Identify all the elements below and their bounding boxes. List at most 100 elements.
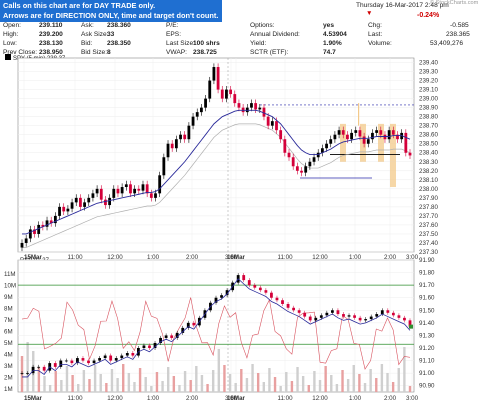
lower-xtick-label: 11:00 xyxy=(277,395,293,402)
quote-cell-2-6: Yield: xyxy=(250,40,267,47)
price-candle xyxy=(124,184,128,188)
price-ytick-label: 237.80 xyxy=(419,204,438,211)
price-ytick-label: 237.90 xyxy=(419,195,438,202)
rsp-candle xyxy=(120,355,124,359)
rsp-candle xyxy=(37,366,41,368)
rsp-candle xyxy=(109,355,113,361)
lower-ytick-label: 91.30 xyxy=(419,332,435,339)
price-candle xyxy=(308,161,312,167)
rsp-candle xyxy=(81,358,85,361)
price-candle xyxy=(20,242,24,248)
price-candle xyxy=(87,197,91,203)
quote-cell-3-1: 238.950 xyxy=(39,49,63,56)
rsp-candle xyxy=(114,358,118,361)
rsp-candle xyxy=(292,307,295,311)
volume-bar xyxy=(262,382,265,392)
volume-ytick-label: 10M xyxy=(4,283,16,290)
rsp-candle xyxy=(408,320,412,327)
volume-bar xyxy=(54,371,57,392)
quote-cell-1-4: EPS: xyxy=(166,31,182,38)
rsp-candle xyxy=(131,353,135,356)
volume-bar xyxy=(99,374,102,392)
price-ytick-label: 238.50 xyxy=(419,141,438,148)
price-candle xyxy=(233,94,237,104)
volume-bar xyxy=(82,370,86,392)
price-candle xyxy=(66,208,70,212)
volume-ytick-label: 11M xyxy=(4,271,16,278)
rsp-candle xyxy=(264,290,268,293)
volume-ytick-label: 8M xyxy=(4,306,13,313)
price-xtick-label: 3:00 xyxy=(406,254,419,261)
price-candle xyxy=(199,107,203,113)
price-candle xyxy=(312,157,316,162)
volume-bar xyxy=(167,367,170,392)
volume-bar xyxy=(43,376,46,392)
volume-label: Volume: xyxy=(368,40,392,47)
price-ytick-label: 238.80 xyxy=(419,114,438,121)
rsp-candle xyxy=(70,360,74,364)
lower-ytick-label: 91.40 xyxy=(419,320,435,327)
rsp-candle xyxy=(31,366,35,374)
price-candle xyxy=(187,125,191,140)
price-xtick-label: 15Mar xyxy=(24,254,42,261)
price-xtick-label: 2:00 xyxy=(384,254,397,261)
lower-ytick-label: 90.90 xyxy=(419,383,435,390)
note-line-2: Arrows are for DIRECTION ONLY, time and … xyxy=(3,10,219,20)
volume-bar xyxy=(285,372,288,392)
price-candle xyxy=(354,130,358,133)
price-ytick-label: 238.20 xyxy=(419,168,438,175)
volume-bar xyxy=(341,370,344,392)
price-candle xyxy=(204,98,207,108)
price-candle xyxy=(104,199,107,206)
volume-bar xyxy=(403,347,406,392)
volume-bar xyxy=(183,371,187,392)
price-candle xyxy=(266,116,270,126)
quote-cell-2-1: 238.130 xyxy=(39,40,63,47)
rsp-candle xyxy=(342,314,345,317)
price-candle xyxy=(149,193,153,198)
price-candle xyxy=(300,170,303,173)
rsp-candle xyxy=(275,297,279,301)
price-candle xyxy=(120,187,124,194)
price-ytick-label: 237.70 xyxy=(419,213,438,220)
price-xtick-label: 1:00 xyxy=(147,254,160,261)
price-candle xyxy=(396,134,399,140)
volume-bar xyxy=(122,364,125,392)
rsp-candle xyxy=(98,358,101,361)
lower-xtick-label: 12:00 xyxy=(312,395,328,402)
price-xtick-label: 12:00 xyxy=(312,254,328,261)
volume-bar xyxy=(330,375,333,392)
volume-bar xyxy=(363,383,367,392)
lower-ytick-label: 91.10 xyxy=(419,358,435,365)
price-candle xyxy=(329,139,333,144)
volume-bar xyxy=(150,386,153,392)
volume-bar xyxy=(189,380,192,392)
rsp-candle xyxy=(220,295,223,298)
price-candle xyxy=(33,229,36,234)
volume-bar xyxy=(245,378,249,392)
volume-bar xyxy=(144,377,147,392)
rsp-candle xyxy=(186,322,190,328)
rsp-candle xyxy=(42,366,46,371)
volume-bar xyxy=(206,384,209,392)
rsp-candle xyxy=(125,353,129,356)
price-candle xyxy=(387,130,391,140)
volume-bar xyxy=(335,384,339,392)
price-ytick-label: 239.40 xyxy=(419,60,438,67)
highlight-zone xyxy=(358,103,360,126)
volume-bar xyxy=(256,373,260,392)
volume-bar xyxy=(296,367,299,392)
price-xtick-label: 3:00 xyxy=(225,254,238,261)
lower-xtick-label: 2:00 xyxy=(186,395,199,402)
price-candle xyxy=(170,143,174,149)
rsp-candle xyxy=(297,310,301,313)
price-candle xyxy=(62,206,66,212)
price-candle xyxy=(333,134,337,140)
rsp-candle xyxy=(242,275,246,281)
quote-cell-0-7: yes xyxy=(323,22,335,29)
volume-bar xyxy=(37,367,41,392)
quote-cell-3-6: SCTR (ETF): xyxy=(250,49,289,56)
price-ytick-label: 239.10 xyxy=(419,87,438,94)
price-candle xyxy=(141,184,145,191)
rsp-candle xyxy=(336,310,340,315)
